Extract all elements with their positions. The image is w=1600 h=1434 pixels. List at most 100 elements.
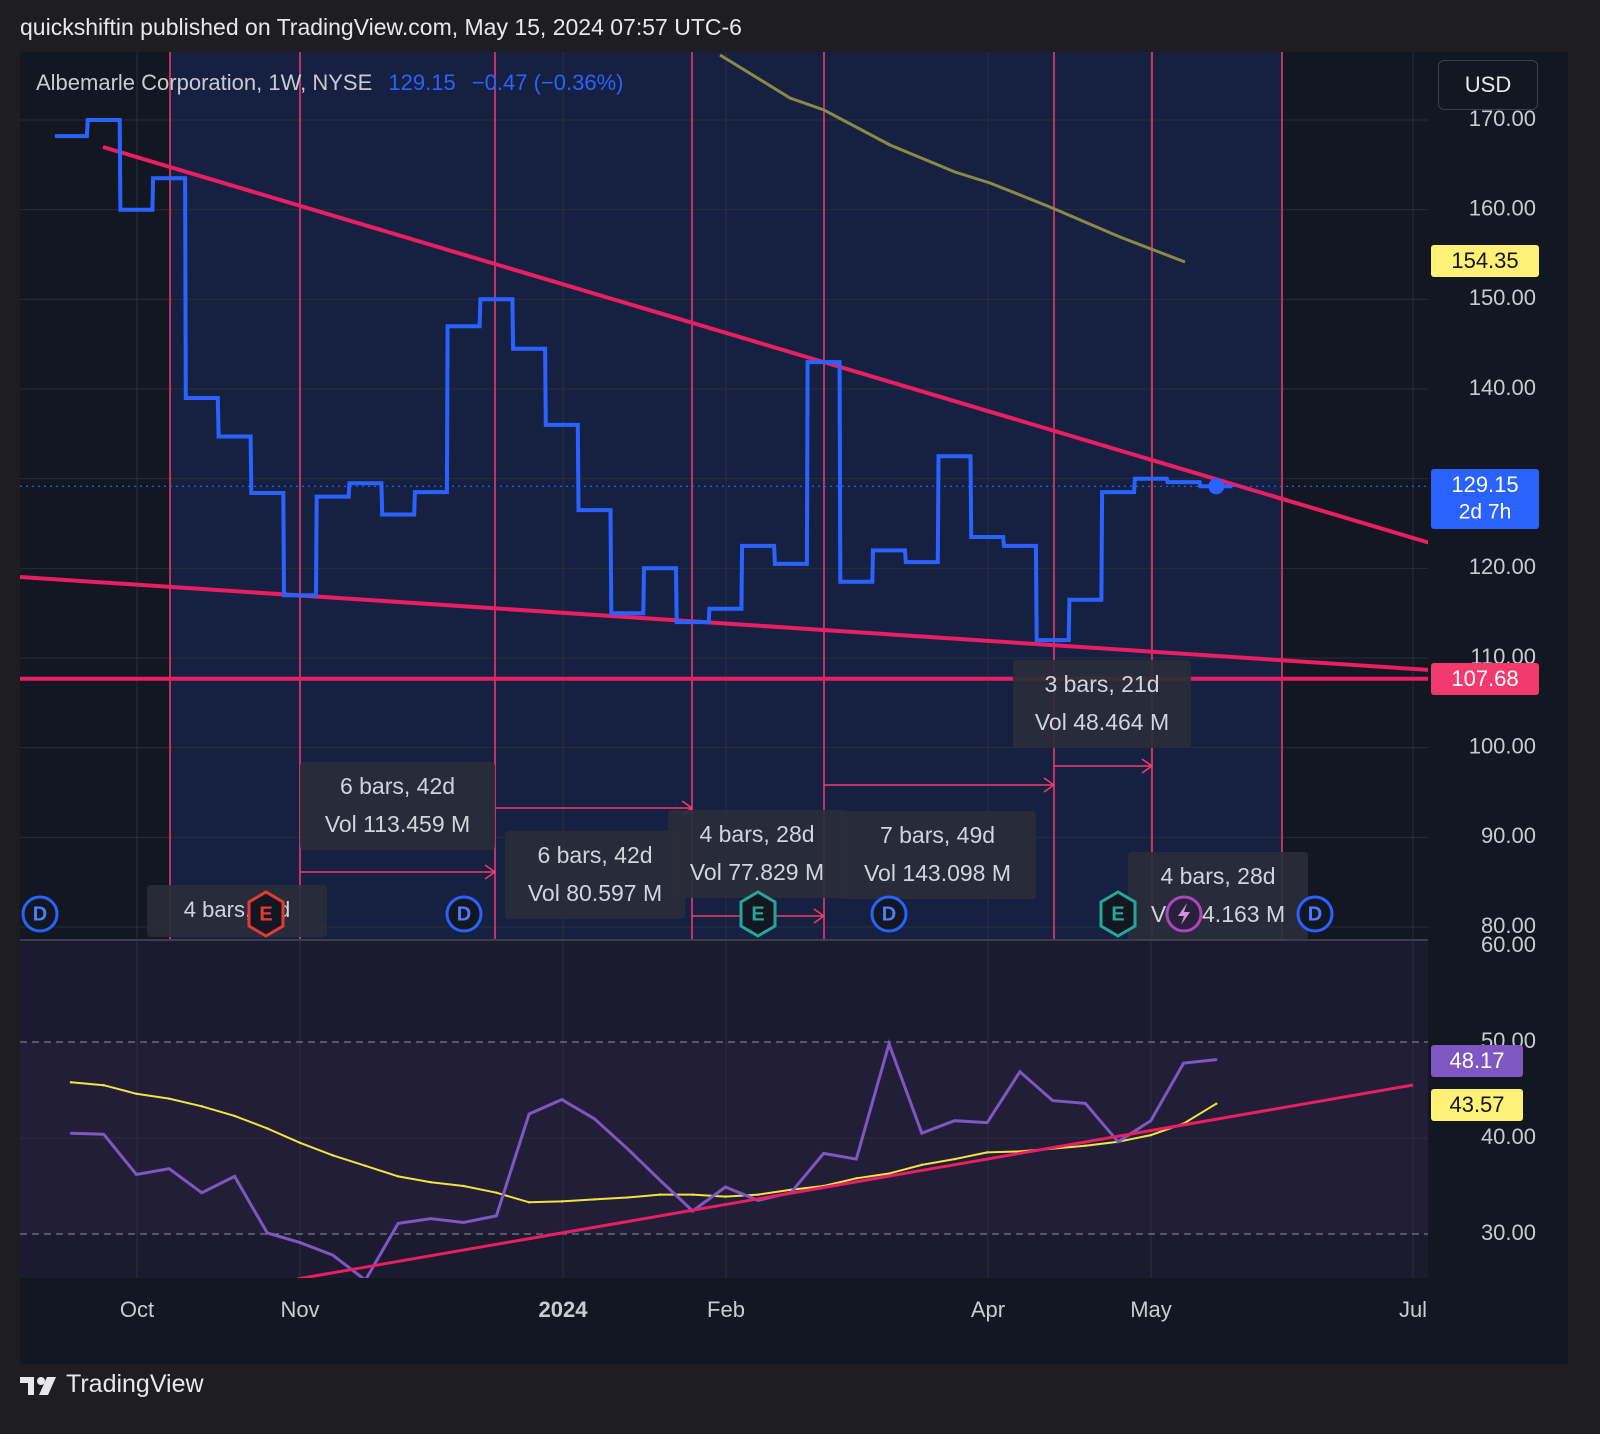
price-label-countdown: 2d 7h: [1459, 501, 1512, 524]
rsi-ma-line-point: [1149, 1133, 1153, 1137]
price-point: [756, 544, 760, 548]
price-point: [200, 396, 204, 400]
range-arrowhead: [484, 864, 497, 880]
price-label-pink-bg: [1431, 663, 1539, 695]
rsi-ma-line-point: [1215, 1102, 1218, 1105]
price-point: [527, 347, 531, 351]
range-label-volume: Vol 143.098 M: [864, 860, 1011, 886]
rsi-line-point: [135, 1173, 138, 1176]
rsi-line-point: [167, 1167, 171, 1170]
price-point: [985, 535, 989, 539]
rsi-line-point: [1182, 1061, 1185, 1065]
rsi-ma-line-point: [691, 1193, 694, 1196]
rsi-line-point: [593, 1117, 596, 1121]
rsi-line-point: [1051, 1099, 1054, 1102]
rsi-ma-label-value: 43.57: [1449, 1092, 1504, 1117]
range-label-box: [668, 810, 846, 898]
dividend-icon: [21, 895, 59, 933]
rsi-ma-line-point: [69, 1081, 73, 1084]
price-point: [1149, 477, 1153, 481]
rsi-line-point: [527, 1112, 531, 1116]
price-point: [822, 360, 826, 364]
price-point: [167, 176, 171, 180]
rsi-ma-line-point: [331, 1154, 334, 1157]
price-point: [331, 495, 335, 499]
rsi-ma-line-point: [364, 1164, 367, 1168]
earnings-icon: [247, 890, 285, 938]
rsi-line-point: [626, 1147, 629, 1150]
range-label-volume: Vol 77.829 M: [690, 859, 824, 885]
rsi-line-point: [1018, 1070, 1022, 1073]
range-label-box: [839, 811, 1036, 899]
rsi-line-point: [986, 1121, 989, 1124]
rsi-line-point: [822, 1152, 825, 1155]
dividend-icon: [445, 895, 483, 933]
rsi-line-point: [233, 1175, 236, 1178]
rsi-ma-line-point: [887, 1172, 891, 1175]
time-axis-tick: Oct: [120, 1297, 154, 1322]
price-point: [593, 508, 597, 512]
range-label-bars: 7 bars, 49d: [880, 822, 995, 848]
rsi-ma-line-point: [986, 1151, 989, 1154]
price-point: [1018, 544, 1022, 548]
price-point: [560, 423, 564, 427]
rsi-ma-line-point: [266, 1127, 269, 1130]
rsi-ma-line-point: [724, 1195, 727, 1198]
price-point: [396, 513, 400, 517]
price-point: [658, 566, 662, 570]
price-point: [462, 324, 466, 328]
rsi-line-point: [724, 1185, 727, 1189]
earnings-icon: [739, 890, 777, 938]
range-label-bars: 3 bars, 21d: [1044, 671, 1159, 697]
price-point: [298, 593, 302, 597]
rsi-axis-tick: 40.00: [1481, 1124, 1536, 1149]
price-axis-tick: 90.00: [1481, 823, 1536, 848]
rsi-ma-line-point: [527, 1201, 531, 1204]
rsi-ma-line-point: [1084, 1144, 1087, 1147]
price-point: [1083, 598, 1087, 602]
dividend-letter: D: [1308, 903, 1322, 925]
price-label-last: 129.15: [1451, 472, 1518, 497]
rsi-ma-line-point: [920, 1163, 923, 1167]
rsi-line-point: [920, 1132, 923, 1135]
rsi-label-purple-bg: [1431, 1045, 1523, 1077]
price-point: [134, 208, 138, 212]
range-label-bars: 4 bars, 28d: [1160, 863, 1275, 889]
time-axis-tick: May: [1130, 1297, 1172, 1322]
range-label-box: [505, 831, 685, 919]
dividend-letter: D: [457, 903, 471, 925]
rsi-ma-line-point: [135, 1092, 138, 1096]
rsi-ma-line-point: [855, 1177, 858, 1180]
rsi-ma-line-point: [233, 1114, 236, 1118]
currency-button[interactable]: USD: [1438, 60, 1538, 110]
rsi-ma-line-point: [298, 1141, 302, 1145]
rsi-trendline: [296, 1083, 1414, 1281]
rsi-line-point: [331, 1253, 334, 1257]
moving-average-line: [719, 53, 1186, 264]
rsi-line-point: [1149, 1119, 1153, 1122]
symbol-title: Albemarle Corporation, 1W, NYSE: [36, 70, 373, 95]
rsi-ma-line-point: [658, 1193, 662, 1196]
rsi-line-point: [102, 1132, 105, 1136]
rsi-line-point: [429, 1217, 433, 1220]
time-axis-tick: Apr: [971, 1297, 1005, 1322]
tradingview-brand[interactable]: TradingView: [66, 1370, 204, 1398]
dividend-icon: [870, 895, 908, 933]
price-axis-tick: 140.00: [1469, 375, 1536, 400]
rsi-ma-line-point: [167, 1097, 171, 1100]
price-axis-tick: 160.00: [1469, 195, 1536, 220]
price-point: [789, 562, 793, 566]
price-point: [1182, 480, 1186, 484]
price-point: [723, 607, 727, 611]
price-label-blue-bg: [1431, 469, 1539, 529]
range-label-volume: Vol 48.464 M: [1035, 709, 1169, 735]
tradingview-logo-icon[interactable]: [20, 1373, 58, 1397]
range-zone: [1152, 52, 1282, 940]
lightning-glyph: [1178, 903, 1190, 925]
range-label-bars: 6 bars, 42d: [537, 842, 652, 868]
range-label-bars: 4 bars, 28d: [699, 821, 814, 847]
rsi-ma-line-point: [462, 1184, 465, 1188]
range-label-volume: Vol 113.459 M: [325, 811, 470, 837]
